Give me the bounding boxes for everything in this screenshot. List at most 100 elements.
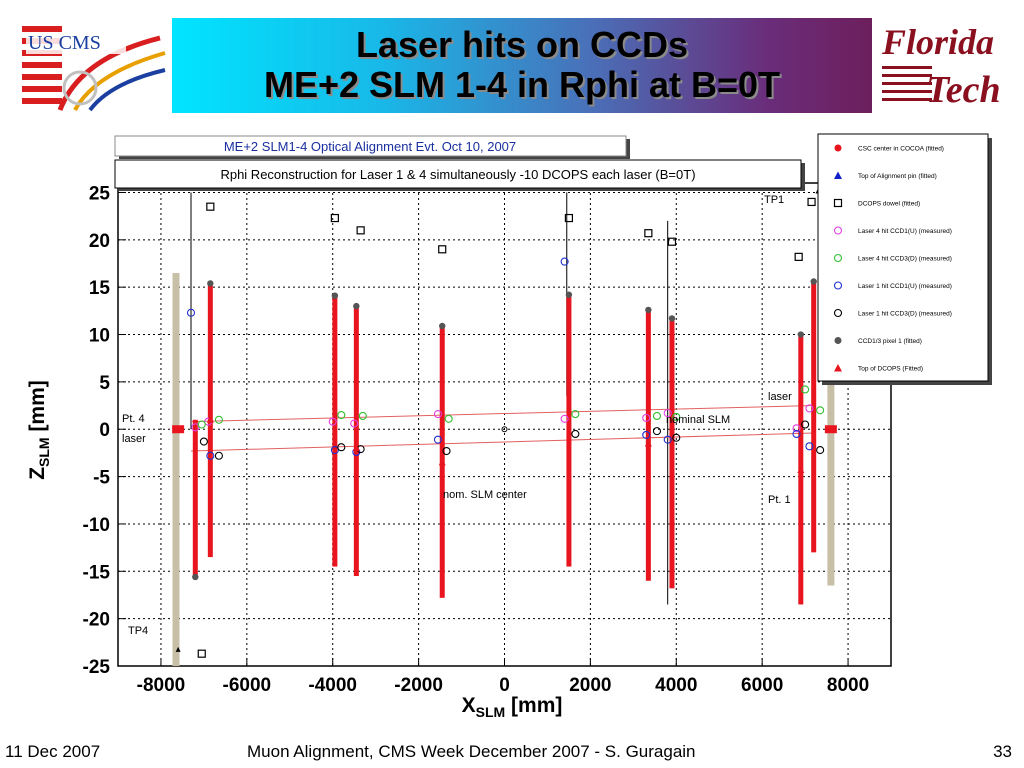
laser1-ccd3-point	[816, 446, 825, 455]
laser4-ccd3-point	[801, 385, 810, 394]
annotation-pt4: Pt. 4	[122, 413, 145, 425]
dcops-dowel-point	[330, 213, 339, 223]
dcops-dowel-point	[807, 197, 816, 207]
laser1-ccd1-point	[330, 446, 339, 455]
laser4-ccd3-point	[571, 410, 580, 419]
laser1-ccd3-point	[652, 427, 662, 436]
y-tick-label: 0	[99, 420, 110, 441]
ccd-pixel-point	[645, 306, 652, 314]
y-tick-label: -5	[93, 468, 110, 489]
laser1-ccd1-point	[206, 451, 215, 460]
annotation-tp4: TP4	[128, 625, 148, 637]
laser1-ccd3-point	[801, 420, 810, 429]
dcops-bar	[811, 282, 817, 553]
laser4-ccd1-point	[663, 409, 672, 418]
laser1-ccd1-point	[642, 430, 651, 439]
y-tick-label: 25	[89, 183, 111, 204]
dcops-top-point	[206, 415, 214, 423]
dcops-dowel-point	[794, 252, 803, 261]
x-axis-label: XSLM [mm]	[462, 694, 563, 720]
x-tick-label: 2000	[569, 675, 611, 696]
legend-label: CSC center in COCOA (fitted)	[858, 146, 944, 153]
legend-label: CCD1/3 pixel 1 (fitted)	[858, 338, 922, 345]
y-tick-label: 5	[99, 373, 110, 394]
laser1-ccd3-point	[199, 437, 208, 446]
x-tick-label: -4000	[308, 675, 357, 696]
y-tick-label: 15	[89, 278, 111, 299]
laser1-ccd3-point	[571, 429, 580, 439]
ccd-pixel-point	[565, 291, 573, 298]
laser1-ccd1-point	[792, 429, 801, 439]
csc-center-point	[824, 425, 837, 434]
laser4-ccd3-point	[652, 411, 662, 421]
title-box	[114, 135, 627, 157]
x-tick-label: 6000	[741, 675, 783, 696]
transfer-plate	[827, 192, 835, 586]
x-tick-label: 4000	[655, 675, 697, 696]
laser4-ccd3-point	[358, 411, 367, 421]
y-axis-label: ZSLM [mm]	[26, 380, 52, 480]
dcops-bar	[353, 306, 359, 577]
logo-right-stripes	[882, 66, 932, 101]
ccd-pixel-point	[810, 278, 817, 285]
legend-marker	[834, 337, 842, 344]
legend-marker	[834, 144, 842, 152]
logo-right-line2: Tech	[926, 69, 1001, 111]
y-tick-label: -20	[83, 610, 110, 631]
laser1-ccd1-point	[433, 435, 442, 444]
laser4-ccd1-point	[350, 419, 359, 428]
legend-label: Laser 1 hit CCD3(D) (measured)	[858, 311, 952, 318]
laser4-ccd3-point	[214, 415, 223, 424]
laser1-ccd3-point	[337, 443, 346, 452]
dcops-top-point	[438, 458, 446, 466]
ccd-pixel-point	[331, 292, 339, 299]
dcops-bar	[566, 296, 572, 567]
legend-label: Top of DCOPS (Fitted)	[858, 366, 923, 373]
ccd-pixel-point	[668, 315, 676, 322]
y-tick-label: -15	[83, 562, 111, 583]
logo-right-line1: Florida	[881, 22, 994, 62]
us-cms-logo: US CMS	[20, 18, 170, 113]
dcops-bar	[192, 419, 198, 577]
dcops-dowel-point	[644, 229, 653, 238]
annotation-tp1: TP1	[764, 194, 784, 206]
nominal-center-point	[501, 426, 508, 433]
laser4-ccd3-point	[197, 420, 206, 429]
legend-label: DCOPS dowel (fitted)	[858, 201, 920, 208]
footer-page-number: 33	[993, 742, 1012, 761]
ccd-pixel-point	[192, 573, 199, 581]
laser1-ccd1-point	[186, 308, 196, 317]
legend-marker	[833, 308, 843, 318]
x-tick-label: 0	[499, 675, 510, 696]
laser4-ccd3-point	[672, 412, 681, 421]
dcops-top-point	[797, 465, 805, 473]
slm-laser-line	[190, 432, 814, 452]
dcops-dowel-point	[206, 202, 215, 211]
ccd-pixel-point	[353, 302, 360, 310]
slm-laser-line	[190, 405, 814, 423]
dcops-bar	[332, 296, 338, 567]
slide-title-line1: Laser hits on CCDs	[355, 24, 689, 65]
annotation-laser-right: laser	[768, 391, 792, 403]
legend-marker	[834, 364, 842, 372]
laser1-ccd3-point	[214, 451, 223, 460]
csc-center-point	[172, 425, 185, 434]
ccd-pixel-point	[207, 280, 214, 287]
y-tick-label: -10	[83, 515, 110, 536]
slide-title-line2: ME+2 SLM 1-4 in Rphi at B=0T	[263, 64, 781, 105]
dcops-top-point	[352, 444, 360, 452]
legend-marker	[833, 198, 843, 208]
dcops-dowel-point	[197, 649, 206, 658]
dcops-top-point	[644, 439, 652, 447]
chart-title: ME+2 SLM1-4 Optical Alignment Evt. Oct 1…	[224, 139, 516, 154]
laser1-ccd1-point	[560, 257, 569, 266]
annotation-nom-center: nom. SLM center	[443, 489, 527, 501]
chart-subtitle: Rphi Reconstruction for Laser 1 & 4 simu…	[220, 167, 695, 182]
laser4-ccd1-point	[792, 424, 801, 433]
dcops-bar	[669, 317, 675, 589]
legend-label: Laser 4 hit CCD3(D) (measured)	[858, 256, 952, 263]
x-tick-label: -2000	[394, 675, 443, 696]
ccd-pixel-point	[439, 322, 446, 330]
annotation-laser-left: laser	[122, 433, 146, 445]
